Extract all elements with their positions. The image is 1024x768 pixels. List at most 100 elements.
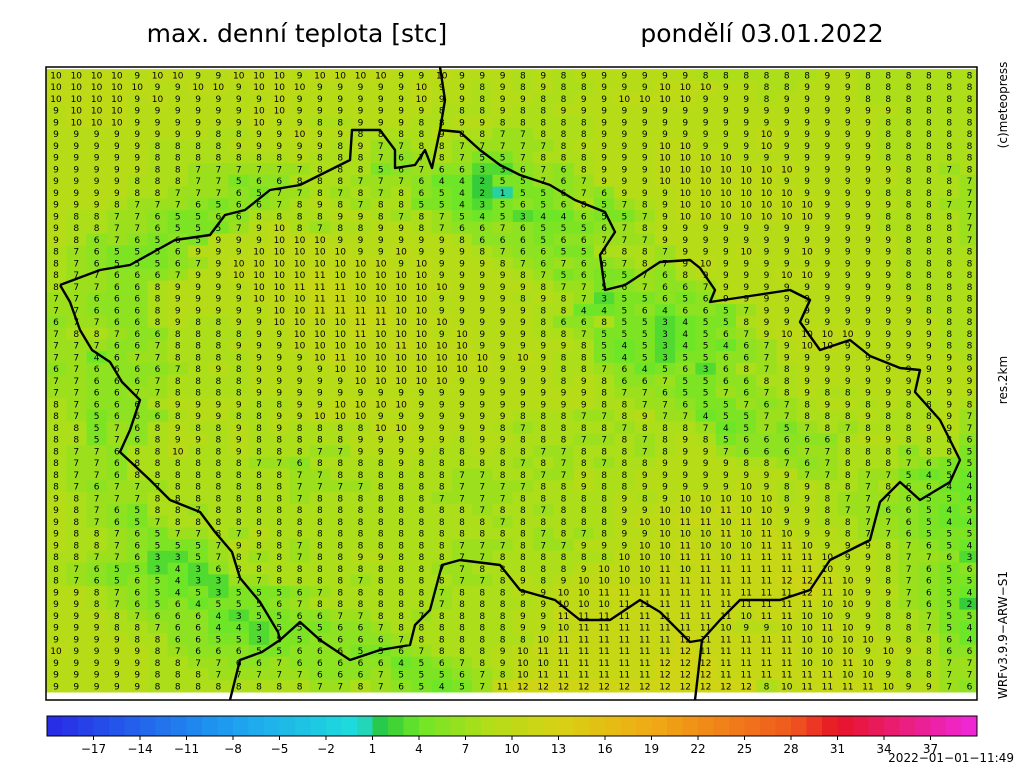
cell-value: 8 bbox=[865, 400, 871, 410]
cell-value: 8 bbox=[581, 494, 587, 504]
cell-value: 7 bbox=[500, 130, 506, 140]
cell-value: 7 bbox=[53, 353, 59, 363]
cell-value: 9 bbox=[723, 142, 729, 152]
cell-value: 8 bbox=[581, 459, 587, 469]
cell-value: 8 bbox=[926, 71, 932, 81]
cell-value: 8 bbox=[419, 212, 425, 222]
cell-value: 9 bbox=[398, 95, 404, 105]
cell-value: 7 bbox=[459, 577, 465, 587]
cell-value: 8 bbox=[256, 436, 262, 446]
cell-value: 10 bbox=[740, 201, 752, 211]
cell-value: 9 bbox=[622, 154, 628, 164]
cell-value: 10 bbox=[720, 553, 732, 563]
cell-color bbox=[127, 104, 148, 117]
cell-value: 8 bbox=[946, 248, 952, 258]
cell-color bbox=[837, 92, 859, 105]
cell-value: 9 bbox=[358, 118, 364, 128]
cell-color bbox=[573, 127, 595, 141]
cell-color bbox=[147, 127, 169, 141]
cell-value: 10 bbox=[842, 635, 854, 645]
colorbar-segment bbox=[713, 716, 730, 736]
cell-color bbox=[309, 104, 331, 117]
cell-color bbox=[187, 163, 209, 176]
cell-color bbox=[106, 116, 128, 129]
cell-value: 8 bbox=[885, 565, 891, 575]
cell-value: 10 bbox=[639, 518, 651, 528]
cell-value: 8 bbox=[926, 671, 932, 681]
cell-value: 7 bbox=[723, 389, 729, 399]
cell-value: 7 bbox=[134, 612, 140, 622]
cell-value: 9 bbox=[865, 177, 871, 187]
cell-value: 9 bbox=[459, 412, 465, 422]
cell-color bbox=[736, 174, 757, 188]
cell-color bbox=[512, 104, 534, 117]
cell-value: 8 bbox=[155, 659, 161, 669]
cell-value: 7 bbox=[581, 189, 587, 199]
cell-value: 5 bbox=[520, 189, 526, 199]
cell-color bbox=[898, 210, 920, 223]
cell-color bbox=[776, 221, 798, 235]
cell-value: 11 bbox=[375, 318, 386, 328]
cell-color bbox=[817, 139, 839, 152]
cell-value: 9 bbox=[906, 353, 912, 363]
cell-value: 7 bbox=[398, 177, 404, 187]
cell-value: 10 bbox=[720, 518, 732, 528]
colorbar-segment bbox=[698, 716, 714, 736]
cell-color bbox=[736, 198, 757, 211]
cell-value: 10 bbox=[842, 647, 854, 657]
cell-value: 8 bbox=[561, 494, 567, 504]
cell-value: 8 bbox=[946, 283, 952, 293]
cell-value: 8 bbox=[743, 459, 749, 469]
cell-color bbox=[593, 186, 615, 199]
cell-value: 9 bbox=[804, 483, 810, 493]
cell-value: 5 bbox=[459, 682, 465, 692]
colorbar-segment bbox=[760, 716, 776, 736]
cell-value: 8 bbox=[500, 612, 506, 622]
cell-value: 12 bbox=[740, 682, 751, 692]
cell-value: 7 bbox=[581, 330, 587, 340]
cell-value: 11 bbox=[334, 295, 345, 305]
cell-value: 8 bbox=[439, 553, 445, 563]
cell-value: 9 bbox=[358, 236, 364, 246]
colorbar-segment bbox=[930, 716, 947, 736]
cell-value: 9 bbox=[723, 283, 729, 293]
cell-value: 8 bbox=[967, 342, 973, 352]
cell-value: 10 bbox=[781, 165, 793, 175]
cell-value: 8 bbox=[73, 436, 79, 446]
cell-value: 9 bbox=[601, 95, 607, 105]
cell-value: 11 bbox=[558, 635, 569, 645]
cell-value: 9 bbox=[317, 142, 323, 152]
cell-value: 11 bbox=[598, 588, 609, 598]
cell-value: 10 bbox=[111, 118, 123, 128]
cell-value: 7 bbox=[53, 295, 59, 305]
cell-color bbox=[350, 104, 372, 117]
cell-value: 6 bbox=[175, 612, 181, 622]
cell-value: 8 bbox=[419, 506, 425, 516]
cell-value: 10 bbox=[233, 271, 245, 281]
cell-value: 9 bbox=[419, 447, 425, 457]
cell-value: 7 bbox=[764, 389, 770, 399]
cell-value: 5 bbox=[297, 635, 303, 645]
cell-value: 7 bbox=[845, 494, 851, 504]
cell-color bbox=[228, 151, 250, 164]
cell-value: 7 bbox=[73, 365, 79, 375]
cell-value: 10 bbox=[395, 330, 407, 340]
cell-value: 8 bbox=[885, 142, 891, 152]
cell-color bbox=[431, 186, 453, 199]
cell-color bbox=[756, 163, 778, 176]
cell-color bbox=[208, 198, 230, 211]
cell-value: 7 bbox=[479, 506, 485, 516]
cell-value: 9 bbox=[540, 83, 546, 93]
cell-value: 7 bbox=[540, 471, 546, 481]
cell-value: 8 bbox=[865, 459, 871, 469]
colorbar-segment bbox=[62, 716, 79, 736]
cell-value: 7 bbox=[662, 377, 668, 387]
cell-color bbox=[187, 69, 209, 82]
cell-value: 6 bbox=[94, 565, 100, 575]
cell-value: 9 bbox=[723, 224, 729, 234]
cell-value: 9 bbox=[378, 224, 384, 234]
cell-value: 10 bbox=[334, 271, 346, 281]
cell-value: 10 bbox=[334, 365, 346, 375]
cell-value: 10 bbox=[375, 400, 387, 410]
cell-value: 9 bbox=[723, 83, 729, 93]
